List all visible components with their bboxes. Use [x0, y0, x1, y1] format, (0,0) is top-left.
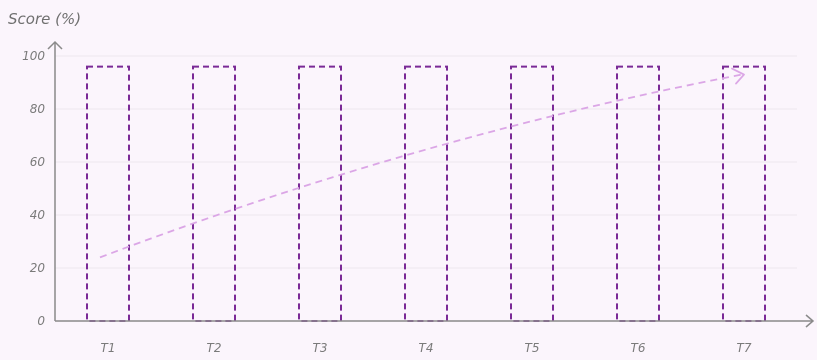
x-axis-arrowhead: [805, 314, 815, 328]
x-tick-label: T2: [207, 341, 222, 355]
y-axis-arrowhead: [47, 40, 63, 50]
grid-lines: [55, 55, 797, 269]
x-tick-label: T3: [313, 341, 328, 355]
trend-arrow: [99, 67, 745, 259]
y-tick-label: 0: [37, 314, 45, 328]
bar: [404, 65, 448, 322]
x-tick-label: T6: [631, 341, 646, 355]
x-tick-labels: T1 T2 T3 T4 T5 T6 T7: [101, 341, 752, 355]
bar: [192, 65, 236, 322]
y-tick-label: 100: [22, 49, 45, 63]
trend-arrowhead: [731, 67, 745, 85]
x-tick-label: T5: [525, 341, 540, 355]
y-axis-label: Score (%): [8, 10, 81, 28]
y-tick-label: 80: [30, 102, 46, 116]
bar: [722, 65, 766, 322]
trend-line: [99, 73, 743, 259]
y-tick-label: 60: [30, 155, 46, 169]
bar: [510, 65, 554, 322]
x-tick-label: T7: [737, 341, 752, 355]
y-tick-label: 40: [30, 208, 46, 222]
y-tick-labels: 0 20 40 60 80 100: [22, 49, 45, 328]
bar: [86, 65, 130, 322]
axes: [47, 40, 815, 328]
bar: [298, 65, 342, 322]
x-tick-label: T4: [419, 341, 434, 355]
x-tick-label: T1: [101, 341, 116, 355]
bars: [86, 65, 766, 322]
bar: [616, 65, 660, 322]
y-tick-label: 20: [30, 261, 46, 275]
